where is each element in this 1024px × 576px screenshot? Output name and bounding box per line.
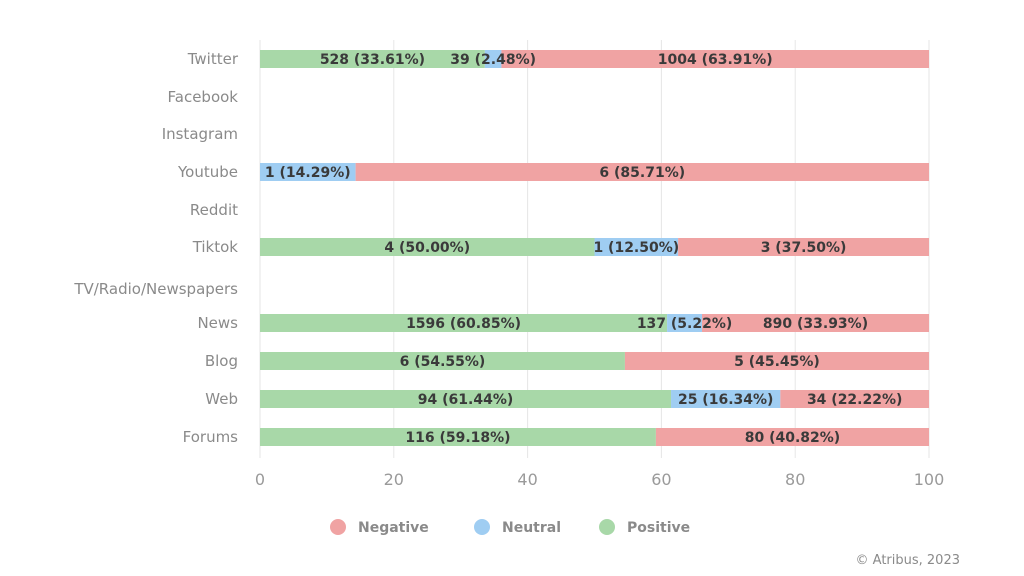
bar-neutral-news[interactable] — [667, 314, 703, 332]
bar-negative-forums[interactable] — [655, 428, 929, 446]
category-label-news: News — [197, 314, 238, 332]
bar-positive-news[interactable] — [260, 314, 668, 332]
legend[interactable]: Negative Neutral Positive — [330, 519, 690, 536]
legend-swatch-negative — [330, 519, 346, 535]
data-label-neutral-web: 25 (16.34%) — [678, 392, 773, 408]
bar-positive-web[interactable] — [260, 390, 672, 408]
data-label-negative-tiktok: 3 (37.50%) — [761, 240, 847, 256]
x-tick-label-60: 60 — [651, 470, 671, 489]
data-label-positive-forums: 116 (59.18%) — [405, 430, 510, 446]
category-label-reddit: Reddit — [190, 201, 238, 219]
category-label-youtube: Youtube — [177, 163, 238, 181]
data-label-negative-youtube: 6 (85.71%) — [599, 165, 685, 181]
category-label-forums: Forums — [183, 428, 239, 446]
bar-neutral-web[interactable] — [671, 390, 781, 408]
category-label-twitter: Twitter — [187, 50, 239, 68]
x-tick-label-20: 20 — [384, 470, 404, 489]
legend-item-positive[interactable]: Positive — [599, 519, 690, 536]
category-label-instagram: Instagram — [162, 125, 238, 143]
data-label-positive-tiktok: 4 (50.00%) — [384, 240, 470, 256]
category-label-facebook: Facebook — [168, 88, 239, 106]
legend-swatch-neutral — [474, 519, 490, 535]
legend-label-positive: Positive — [627, 520, 690, 536]
bar-negative-tiktok[interactable] — [678, 238, 929, 256]
bar-negative-twitter[interactable] — [501, 50, 929, 68]
data-label-neutral-news: 137 (5.22%) — [637, 316, 732, 332]
segment-labels: 528 (33.61%) 39 (2.48%) 1004 (63.91%) 1 (14… — [265, 52, 902, 446]
category-label-tv-radio-newspapers: TV/Radio/Newspapers — [73, 280, 238, 298]
data-label-positive-twitter: 528 (33.61%) — [320, 52, 425, 68]
credit-text: © Atribus, 2023 — [855, 553, 960, 568]
data-label-negative-news: 890 (33.93%) — [763, 316, 868, 332]
data-label-negative-twitter: 1004 (63.91%) — [658, 52, 773, 68]
x-axis-ticks: 0 20 40 60 80 100 — [255, 470, 944, 489]
data-label-negative-web: 34 (22.22%) — [807, 392, 902, 408]
legend-label-negative: Negative — [358, 520, 429, 536]
data-label-neutral-youtube: 1 (14.29%) — [265, 165, 351, 181]
data-label-neutral-tiktok: 1 (12.50%) — [593, 240, 679, 256]
bar-negative-web[interactable] — [780, 390, 929, 408]
data-label-negative-forums: 80 (40.82%) — [745, 430, 840, 446]
bar-positive-blog[interactable] — [260, 352, 625, 370]
legend-label-neutral: Neutral — [502, 520, 561, 536]
data-label-positive-web: 94 (61.44%) — [418, 392, 513, 408]
category-labels: Twitter Facebook Instagram Youtube Reddit Tik… — [73, 50, 238, 446]
legend-item-negative[interactable]: Negative — [330, 519, 429, 536]
bar-neutral-tiktok[interactable] — [594, 238, 679, 256]
bar-neutral-twitter[interactable] — [484, 50, 502, 68]
data-label-neutral-twitter: 39 (2.48%) — [450, 52, 536, 68]
data-label-negative-blog: 5 (45.45%) — [734, 354, 820, 370]
x-tick-label-80: 80 — [785, 470, 805, 489]
bar-negative-youtube[interactable] — [355, 163, 929, 181]
category-label-web: Web — [205, 390, 238, 408]
category-label-blog: Blog — [205, 352, 238, 370]
x-tick-label-40: 40 — [517, 470, 537, 489]
legend-swatch-positive — [599, 519, 615, 535]
bar-positive-forums[interactable] — [260, 428, 656, 446]
bar-negative-news[interactable] — [702, 314, 929, 332]
category-label-tiktok: Tiktok — [192, 238, 239, 256]
x-tick-label-0: 0 — [255, 470, 265, 489]
data-label-positive-blog: 6 (54.55%) — [400, 354, 486, 370]
data-label-positive-news: 1596 (60.85%) — [406, 316, 521, 332]
x-tick-label-100: 100 — [914, 470, 945, 489]
bar-negative-blog[interactable] — [624, 352, 929, 370]
bar-positive-twitter[interactable] — [260, 50, 485, 68]
legend-item-neutral[interactable]: Neutral — [474, 519, 561, 536]
bars — [260, 50, 929, 446]
bar-neutral-youtube[interactable] — [260, 163, 356, 181]
bar-positive-tiktok[interactable] — [260, 238, 595, 256]
